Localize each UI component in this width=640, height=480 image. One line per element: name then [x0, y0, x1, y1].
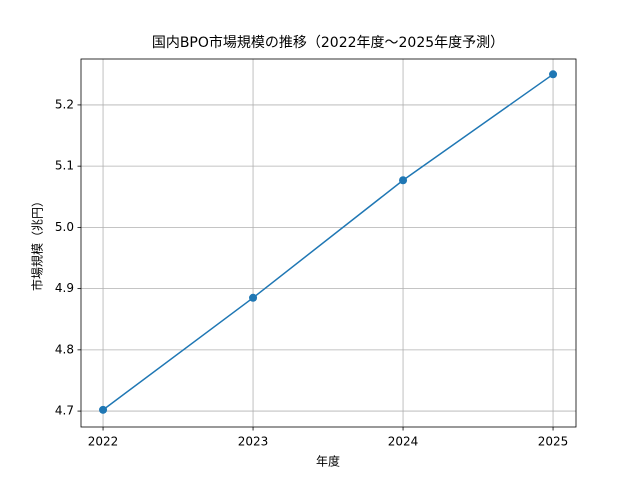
y-tick-label: 5.1: [55, 159, 74, 173]
x-tick-label: 2022: [88, 435, 119, 449]
data-point: [99, 405, 108, 414]
y-axis-label: 市場規模（兆円）: [30, 195, 45, 291]
y-tick-label: 4.9: [55, 281, 74, 295]
x-tick-label: 2023: [238, 435, 269, 449]
x-tick-label: 2025: [538, 435, 569, 449]
data-point: [399, 176, 408, 185]
y-tick-label: 5.0: [55, 220, 74, 234]
data-point: [549, 70, 558, 79]
y-tick-label: 4.7: [55, 404, 74, 418]
chart-title: 国内BPO市場規模の推移（2022年度〜2025年度予測）: [152, 34, 504, 51]
y-tick-label: 5.2: [55, 97, 74, 111]
data-point: [249, 293, 258, 302]
x-axis-label: 年度: [316, 454, 340, 469]
x-tick-label: 2024: [388, 435, 419, 449]
data-line: [102, 73, 554, 411]
y-tick-label: 4.8: [55, 342, 74, 356]
plot-frame: [80, 58, 577, 428]
